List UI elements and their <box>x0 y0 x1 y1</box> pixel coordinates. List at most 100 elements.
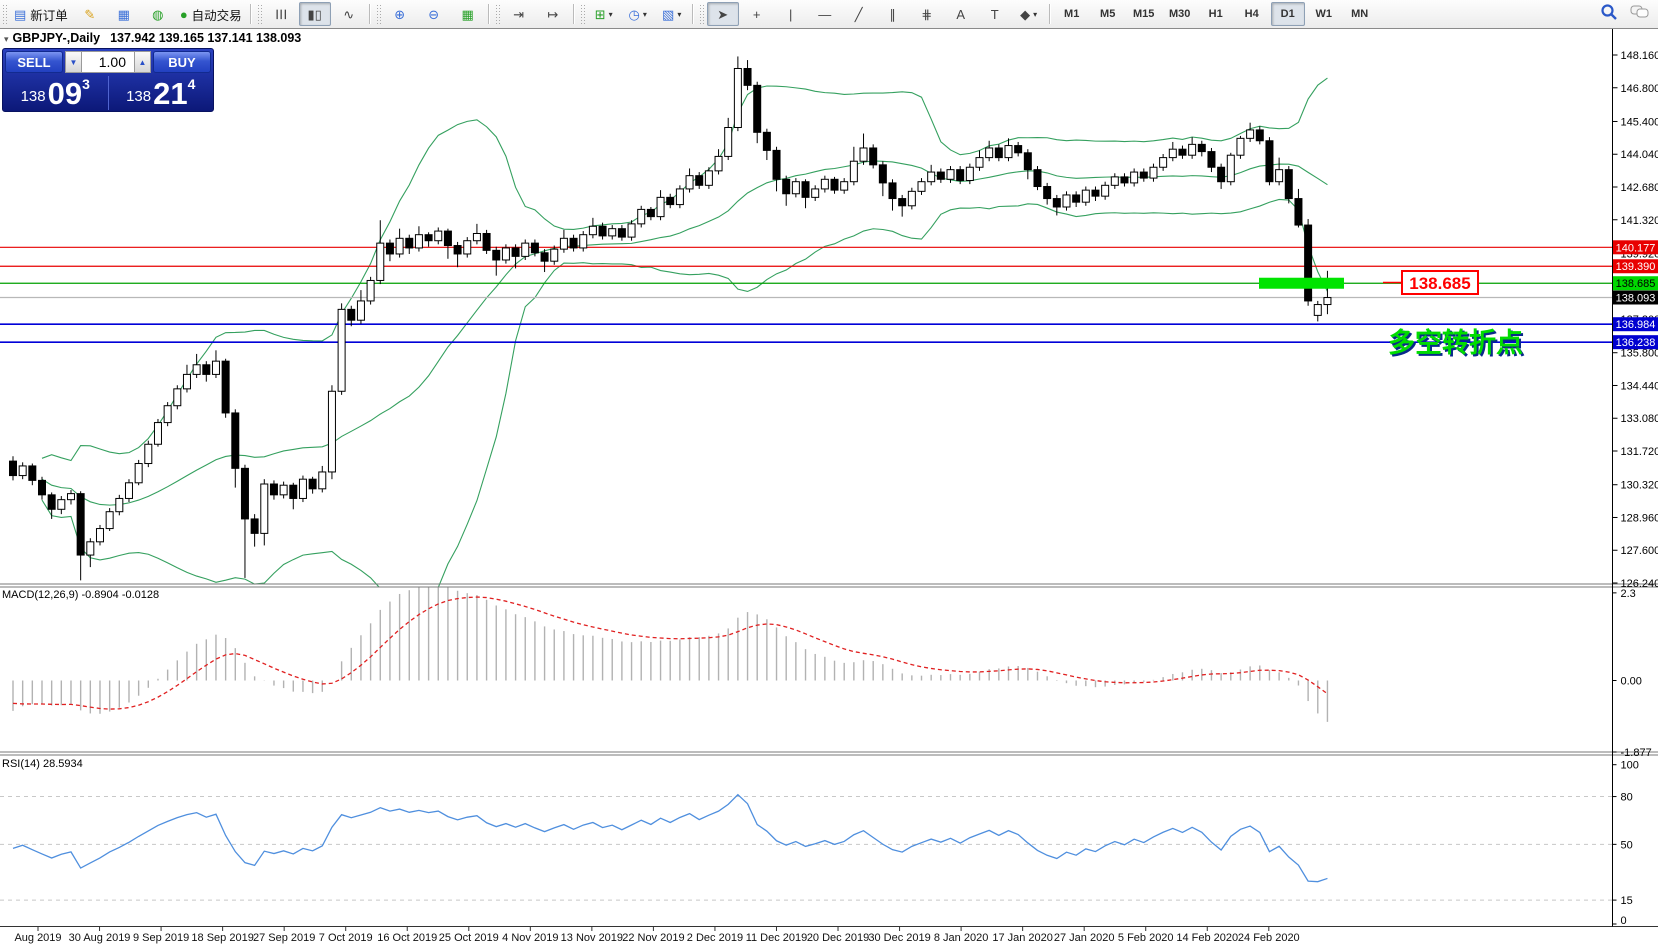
vertical-line-button[interactable]: | <box>775 2 807 26</box>
timeframe-m15-button[interactable]: M15 <box>1132 8 1155 20</box>
bar-chart-button[interactable]: ☰ <box>265 2 297 26</box>
line-chart-button[interactable]: ∿ <box>333 2 365 26</box>
price-axis-label: 144.040 <box>1621 149 1658 161</box>
zoom-out-button[interactable]: ⊖ <box>418 2 450 26</box>
text-icon: A <box>956 6 966 22</box>
candle-body <box>1101 184 1110 197</box>
candle-body <box>463 240 472 255</box>
volume-input[interactable]: 1.00 <box>82 51 134 73</box>
symbol-period-label: GBPJPY-,Daily <box>12 31 101 45</box>
signal-icon: ◍ <box>152 6 164 22</box>
templates-icon: ▧ <box>662 6 675 22</box>
candlestick-chart-button[interactable]: ▮▯ <box>298 2 331 26</box>
volume-decrease-button[interactable]: ▼ <box>65 51 82 73</box>
current-price-badge <box>1613 290 1658 305</box>
date-axis-label: 22 Nov 2019 <box>622 932 684 944</box>
chat-icon[interactable] <box>1630 4 1650 25</box>
timeframe-h1-button[interactable]: H1 <box>1208 8 1223 20</box>
pencil-button[interactable]: ✎ <box>74 2 106 26</box>
text-button[interactable]: A <box>945 2 977 26</box>
autotrading-button[interactable]: ● 自动交易 <box>176 2 246 26</box>
candle-body <box>260 483 269 534</box>
templates-button[interactable]: ▧ ▾ <box>656 2 688 26</box>
pencil-icon: ✎ <box>84 6 96 22</box>
candle-body <box>356 300 365 321</box>
candle-body <box>704 170 713 186</box>
rsi-axis-label: 100 <box>1621 760 1639 772</box>
indicators-button[interactable]: ⊞ ▾ <box>588 2 620 26</box>
equidistant-channel-button[interactable]: ∥ <box>877 2 909 26</box>
candle-body <box>173 388 182 407</box>
candle-body <box>182 373 191 390</box>
arrows-icon: ◆ <box>1020 6 1031 22</box>
timeframe-d1-button[interactable]: D1 <box>1270 2 1305 26</box>
candle-body <box>540 252 549 262</box>
date-axis-label: 2 Dec 2019 <box>687 932 743 944</box>
sell-price[interactable]: 138 09 3 <box>20 76 90 111</box>
candle-body <box>250 518 259 534</box>
candle-body <box>221 360 230 414</box>
new-order-button[interactable]: ▤ 新订单 <box>10 2 72 26</box>
candle-body <box>714 155 723 172</box>
sell-button[interactable]: SELL <box>5 51 63 73</box>
search-icon[interactable] <box>1600 3 1618 26</box>
periods-button[interactable]: ◷ ▾ <box>622 2 654 26</box>
candle-body <box>385 242 394 255</box>
buy-button[interactable]: BUY <box>153 51 211 73</box>
arrows-button[interactable]: ◆ ▾ <box>1013 2 1045 26</box>
timeframe-mn-button[interactable]: MN <box>1351 8 1369 20</box>
candle-body <box>1139 171 1148 179</box>
timeframe-m30-button[interactable]: M30 <box>1168 8 1191 20</box>
highlight-level-bar[interactable] <box>1259 277 1344 289</box>
fibonacci-button[interactable]: ⋕ <box>911 2 943 26</box>
candle-body <box>598 225 607 237</box>
candle-body <box>530 242 539 254</box>
candle-body <box>733 67 742 129</box>
terminal-window-button[interactable]: ▦ <box>108 2 140 26</box>
candle-body <box>994 147 1003 159</box>
cursor-button[interactable]: ➤ <box>706 2 739 26</box>
candle-body <box>898 198 907 207</box>
rsi-axis-label: 50 <box>1621 839 1633 851</box>
volume-increase-button[interactable]: ▲ <box>134 51 151 73</box>
price-label-box[interactable] <box>1401 270 1479 295</box>
trendline-button[interactable]: ╱ <box>843 2 875 26</box>
new-order-icon: ▤ <box>14 6 27 22</box>
zoom-in-button[interactable]: ⊕ <box>384 2 416 26</box>
signal-button[interactable]: ◍ <box>142 2 174 26</box>
indicators-dropdown-icon[interactable]: ▾ <box>608 9 613 19</box>
text-label-button[interactable]: T <box>979 2 1011 26</box>
auto-scroll-button[interactable]: ⇥ <box>503 2 535 26</box>
price-axis-label: 141.320 <box>1621 215 1658 227</box>
timeframe-m1-button[interactable]: M1 <box>1064 8 1080 20</box>
candle-body <box>569 237 578 249</box>
candle-body <box>695 175 704 186</box>
templates-dropdown-icon[interactable]: ▾ <box>677 9 682 19</box>
macd-indicator-label: MACD(12,26,9) -0.8904 -0.0128 <box>2 589 159 601</box>
timeframe-w1-button[interactable]: W1 <box>1315 8 1332 20</box>
crosshair-button[interactable]: + <box>741 2 773 26</box>
indicators-icon: ⊞ <box>594 6 606 22</box>
candle-body <box>946 169 955 180</box>
annotation-text[interactable]: 多空转折点 <box>1388 327 1523 358</box>
candle-body <box>115 497 124 513</box>
horizontal-line-button[interactable]: — <box>809 2 841 26</box>
collapse-panel-icon[interactable]: ▾ <box>4 34 9 44</box>
date-axis-label: 16 Oct 2019 <box>377 932 437 944</box>
timeframe-h4-button[interactable]: H4 <box>1244 8 1259 20</box>
candle-body <box>1284 169 1293 200</box>
tile-windows-button[interactable]: ▦ <box>452 2 484 26</box>
buy-price[interactable]: 138 21 4 <box>126 76 196 111</box>
timeframe-group: M1 M5 M15 M30 H1 H4 D1 W1 MN <box>1054 2 1378 26</box>
level-price-badge <box>1613 259 1658 274</box>
candle-body <box>28 465 37 481</box>
periods-dropdown-icon[interactable]: ▾ <box>642 9 647 19</box>
candle-body <box>666 196 675 206</box>
candle-body <box>588 225 597 236</box>
chart-shift-button[interactable]: ↦ <box>537 2 569 26</box>
arrows-dropdown-icon[interactable]: ▾ <box>1033 9 1038 19</box>
toolbar-separator <box>691 4 694 24</box>
timeframe-m5-button[interactable]: M5 <box>1100 8 1116 20</box>
level-price-badge <box>1613 276 1658 291</box>
